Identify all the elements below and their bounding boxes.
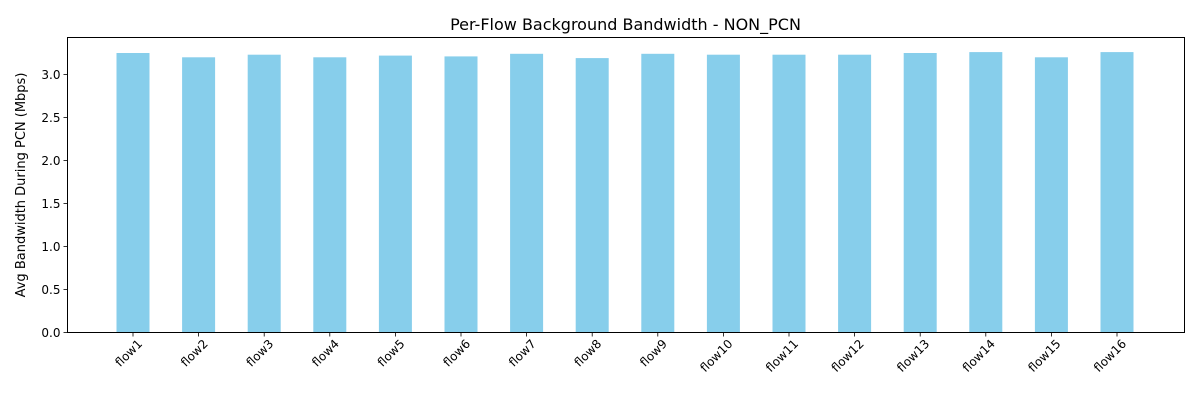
bar-flow13 (903, 53, 937, 333)
y-tick-label: 0.5 (41, 283, 60, 297)
x-tick-label: flow14 (960, 337, 998, 375)
bar-flow11 (772, 54, 806, 333)
x-tick-label: flow10 (697, 337, 735, 375)
x-tick-label: flow7 (506, 337, 539, 370)
x-axis: flow1 flow2 flow3 flow4 flow5 flow6 flow7 flow8… (112, 332, 1129, 375)
bar-flow10 (706, 54, 740, 333)
x-tick-label: flow11 (763, 337, 801, 375)
x-tick-label: flow9 (637, 337, 670, 370)
x-tick-label: flow6 (440, 337, 473, 370)
chart-title: Per-Flow Background Bandwidth - NON_PCN (450, 15, 801, 35)
bar-flow3 (247, 54, 281, 333)
x-tick-label: flow2 (178, 337, 211, 370)
bar-flow5 (378, 55, 412, 333)
bar-flow14 (969, 52, 1003, 333)
y-axis: 0.0 0.5 1.0 1.5 2.0 2.5 3.0 (41, 68, 68, 340)
x-tick-label: flow4 (309, 337, 342, 370)
bar-flow16 (1100, 52, 1134, 333)
bar-flow15 (1034, 57, 1068, 333)
x-tick-label: flow5 (375, 337, 408, 370)
y-tick-label: 1.0 (41, 240, 60, 254)
bar-flow4 (313, 57, 347, 333)
y-tick-label: 3.0 (41, 68, 60, 82)
plot-frame (67, 37, 1185, 333)
x-tick-label: flow16 (1091, 337, 1129, 375)
bar-flow12 (838, 54, 872, 333)
x-tick-label: flow3 (244, 337, 277, 370)
bar-flow2 (182, 57, 216, 333)
bar-flow7 (510, 53, 544, 333)
bars-group (116, 52, 1134, 333)
x-tick-label: flow13 (894, 337, 932, 375)
bar-flow9 (641, 53, 675, 333)
x-tick-label: flow8 (572, 337, 605, 370)
bar-flow8 (575, 58, 609, 333)
y-axis-label: Avg Bandwidth During PCN (Mbps) (14, 73, 29, 298)
bar-flow6 (444, 56, 478, 333)
bar-flow1 (116, 53, 150, 333)
y-tick-label: 2.5 (41, 111, 60, 125)
y-tick-label: 2.0 (41, 154, 60, 168)
x-tick-label: flow1 (112, 337, 145, 370)
x-tick-label: flow15 (1025, 337, 1063, 375)
x-tick-label: flow12 (829, 337, 867, 375)
y-tick-label: 1.5 (41, 197, 60, 211)
y-tick-label: 0.0 (41, 326, 60, 340)
